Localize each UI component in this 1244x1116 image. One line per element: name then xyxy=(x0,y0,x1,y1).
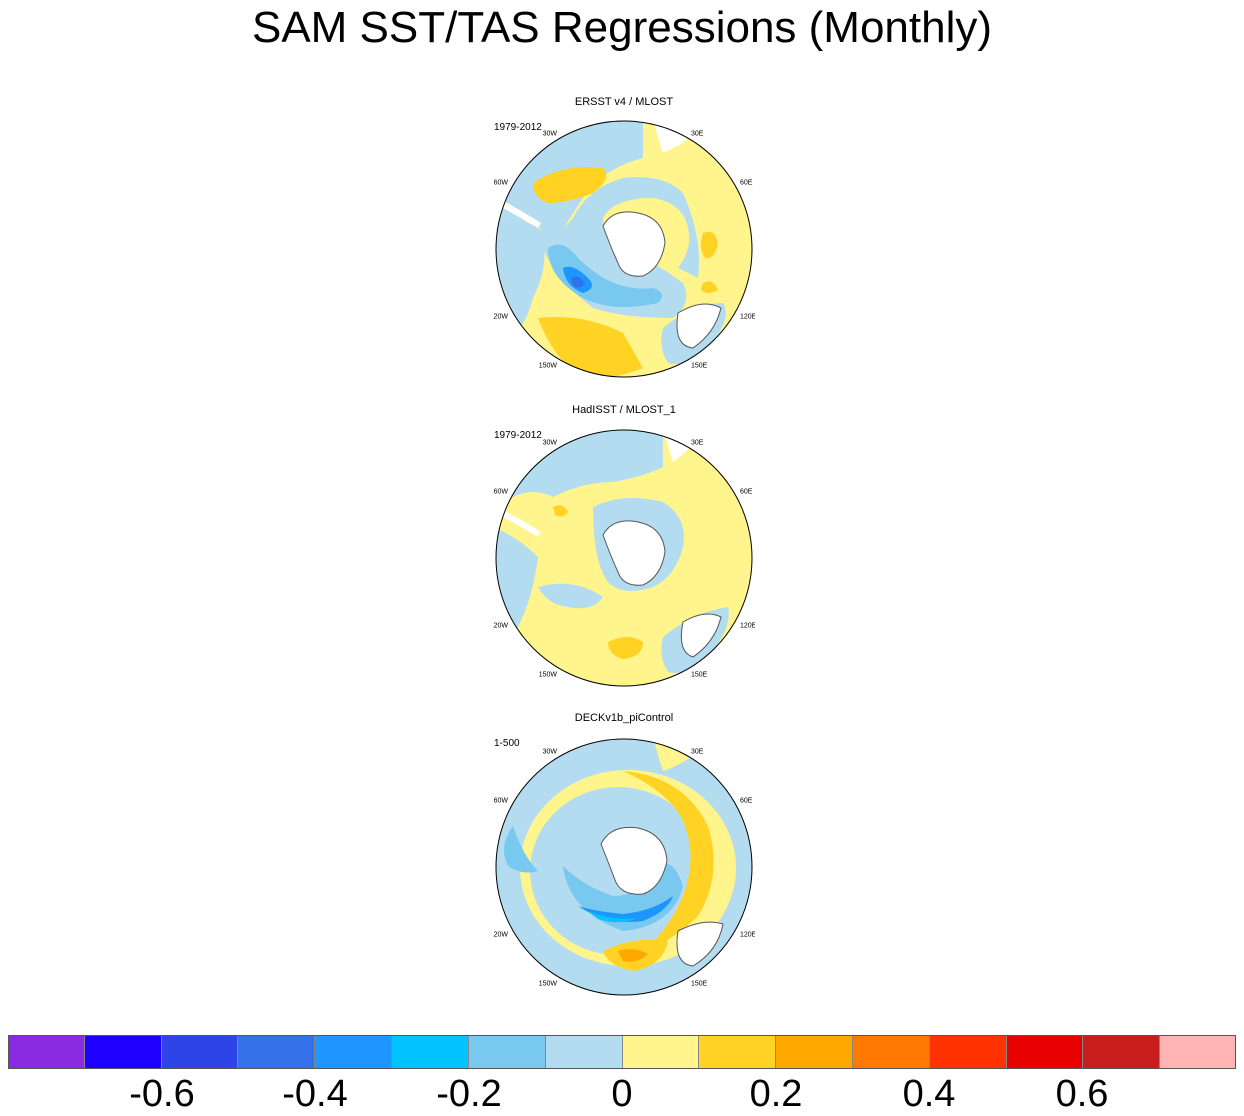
colorbar-label: 0.6 xyxy=(1055,1073,1109,1115)
longitude-label: 60E xyxy=(740,798,753,805)
longitude-label: 120W xyxy=(493,932,508,939)
longitude-label: 150E xyxy=(691,363,708,370)
longitude-label: 120E xyxy=(740,623,755,630)
longitude-label: 30E xyxy=(691,749,704,756)
longitude-label: 150E xyxy=(691,672,708,679)
colorbar-frame xyxy=(8,1035,1236,1069)
colorbar-cell xyxy=(1083,1035,1161,1069)
longitude-label: 120W xyxy=(493,314,508,321)
longitude-labels-3: 030E60E90E120E150E180150W120W90W60W30W xyxy=(493,736,755,988)
panel-period-3: 1-500 xyxy=(494,738,520,749)
longitude-label: 0 xyxy=(622,736,626,738)
polar-map-3: 030E60E90E120E150E180150W120W90W60W30W xyxy=(493,736,755,996)
longitude-label: 150E xyxy=(691,981,708,988)
colorbar-label: 0.4 xyxy=(902,1073,956,1115)
colorbar-cell xyxy=(161,1035,239,1069)
longitude-label: 150W xyxy=(539,981,558,988)
colorbar-label: -0.4 xyxy=(282,1073,348,1115)
longitude-label: 30W xyxy=(543,131,558,138)
longitude-label: 30E xyxy=(691,440,704,447)
colorbar-cell xyxy=(852,1035,930,1069)
longitude-label: 60W xyxy=(494,489,509,496)
longitude-label: 60E xyxy=(740,489,753,496)
panel-title-1: ERSST v4 / MLOST xyxy=(574,96,674,108)
longitude-label: 60W xyxy=(494,180,509,187)
panel-title-3: DECKv1b_piControl xyxy=(574,712,674,724)
polar-map-1: 030E60E90E120E150E180150W120W90W60W30W xyxy=(493,118,755,378)
colorbar-cell xyxy=(1006,1035,1084,1069)
colorbar-cell xyxy=(545,1035,623,1069)
colorbar-cell xyxy=(238,1035,316,1069)
colorbar-cell xyxy=(929,1035,1007,1069)
longitude-labels-2: 030E60E90E120E150E180150W120W90W60W30W xyxy=(493,427,755,679)
colorbar-cell xyxy=(699,1035,777,1069)
panel-period-1: 1979-2012 xyxy=(494,122,542,133)
panel-title-2: HadISST / MLOST_1 xyxy=(572,404,676,416)
colorbar-cell xyxy=(315,1035,393,1069)
colorbar-cell xyxy=(776,1035,853,1069)
polar-map-2: 030E60E90E120E150E180150W120W90W60W30W xyxy=(493,427,755,687)
colorbar xyxy=(8,1035,1236,1069)
colorbar-label: -0.2 xyxy=(436,1073,502,1115)
colorbar-cell xyxy=(1160,1035,1236,1069)
colorbar-cell xyxy=(392,1035,469,1069)
colorbar-cell xyxy=(84,1035,162,1069)
colorbar-label: 0.2 xyxy=(749,1073,803,1115)
longitude-label: 60E xyxy=(740,180,753,187)
longitude-label: 120W xyxy=(493,623,508,630)
longitude-label: 150W xyxy=(539,672,558,679)
colorbar-cell xyxy=(468,1035,546,1069)
colorbar-label: -0.6 xyxy=(129,1073,195,1115)
colorbar-cell xyxy=(622,1035,700,1069)
longitude-label: 120E xyxy=(740,932,755,939)
longitude-label: 150W xyxy=(539,363,558,370)
longitude-label: 30E xyxy=(691,131,704,138)
longitude-label: 30W xyxy=(543,749,558,756)
longitude-label: 30W xyxy=(543,440,558,447)
longitude-label: 120E xyxy=(740,314,755,321)
colorbar-cell xyxy=(8,1035,85,1069)
longitude-label: 0 xyxy=(622,427,626,429)
longitude-labels-1: 030E60E90E120E150E180150W120W90W60W30W xyxy=(493,118,755,370)
longitude-label: 0 xyxy=(622,118,626,120)
figure-title: SAM SST/TAS Regressions (Monthly) xyxy=(251,3,993,52)
longitude-label: 60W xyxy=(494,798,509,805)
panel-period-2: 1979-2012 xyxy=(494,430,542,441)
colorbar-label: 0 xyxy=(611,1073,633,1115)
